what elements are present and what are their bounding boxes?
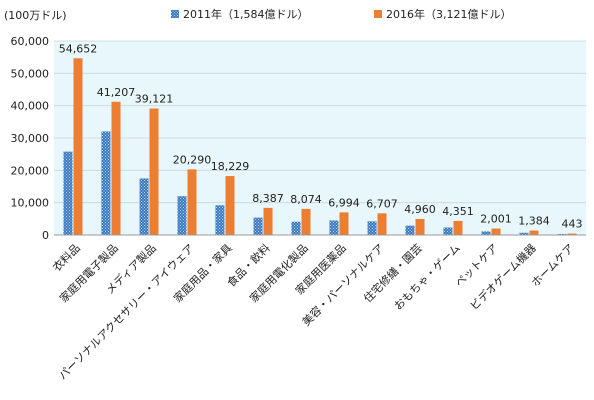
data-label-2016: 1,384 (518, 215, 550, 228)
category-label: ビデオゲーム機器 (467, 241, 539, 313)
bar-2011 (139, 178, 149, 235)
bar-2011 (101, 131, 111, 235)
y-axis-ticks: 0 10,000 20,000 30,000 40,000 50,000 60,000 (11, 35, 50, 242)
bar-2011 (291, 221, 301, 235)
bar-2016 (111, 101, 121, 235)
legend-swatch-2016 (374, 10, 382, 18)
bar-2011 (405, 225, 415, 235)
bar-2016 (301, 208, 311, 235)
data-label-2016: 4,351 (442, 205, 474, 218)
data-label-2016: 8,074 (290, 193, 322, 206)
bar-2016 (187, 169, 197, 235)
bar-2011 (329, 220, 339, 235)
data-label-2016: 8,387 (252, 192, 284, 205)
y-tick-label: 20,000 (11, 164, 50, 177)
bar-2011 (253, 217, 263, 235)
data-label-2016: 39,121 (135, 93, 174, 106)
legend: 2011年（1,584億ドル） 2016年（3,121億ドル） (171, 7, 512, 21)
y-tick-label: 0 (42, 229, 49, 242)
data-label-2016: 443 (562, 218, 583, 231)
legend-label-2011: 2011年（1,584億ドル） (183, 7, 309, 21)
category-label: 衣料品 (50, 241, 83, 274)
bar-2016 (149, 108, 159, 235)
data-label-2016: 54,652 (59, 42, 98, 55)
category-label: おもちゃ・ゲーム (392, 242, 463, 313)
data-label-2016: 6,994 (328, 196, 360, 209)
y-tick-label: 50,000 (11, 67, 50, 80)
category-label: パーソナルアクセサリー・アイウェア (56, 242, 197, 383)
bar-2016 (567, 233, 577, 235)
y-tick-label: 30,000 (11, 132, 50, 145)
bar-2016 (377, 213, 387, 235)
bar-2016 (529, 230, 539, 235)
bar-2016 (453, 220, 463, 235)
y-axis-unit-label: (100万ドル) (4, 9, 67, 22)
bar-2016 (491, 228, 501, 235)
bar-2011 (215, 205, 225, 235)
data-label-2016: 2,001 (480, 213, 512, 226)
data-label-2016: 6,707 (366, 197, 398, 210)
legend-label-2016: 2016年（3,121億ドル） (386, 7, 512, 21)
bar-2011 (519, 232, 529, 235)
bar-2016 (263, 207, 273, 235)
x-axis-categories: 衣料品家庭用電子製品メディア製品パーソナルアクセサリー・アイウェア家庭用品・家具… (50, 241, 577, 382)
y-tick-label: 60,000 (11, 35, 50, 48)
bar-2011 (481, 231, 491, 235)
data-label-2016: 20,290 (173, 153, 212, 166)
data-label-2016: 41,207 (97, 86, 136, 99)
y-tick-label: 10,000 (11, 197, 50, 210)
bar-2016 (73, 58, 83, 235)
bar-2016 (339, 212, 349, 235)
legend-swatch-2011 (171, 10, 179, 18)
bar-2011 (177, 196, 187, 235)
bars (63, 58, 577, 235)
data-label-2016: 4,960 (404, 203, 436, 216)
bar-2011 (367, 221, 377, 235)
bar-2016 (415, 218, 425, 235)
bar-2011 (63, 151, 73, 235)
data-label-2016: 18,229 (211, 160, 250, 173)
y-tick-label: 40,000 (11, 100, 50, 113)
bar-2011 (443, 227, 453, 235)
bar-2016 (225, 176, 235, 235)
